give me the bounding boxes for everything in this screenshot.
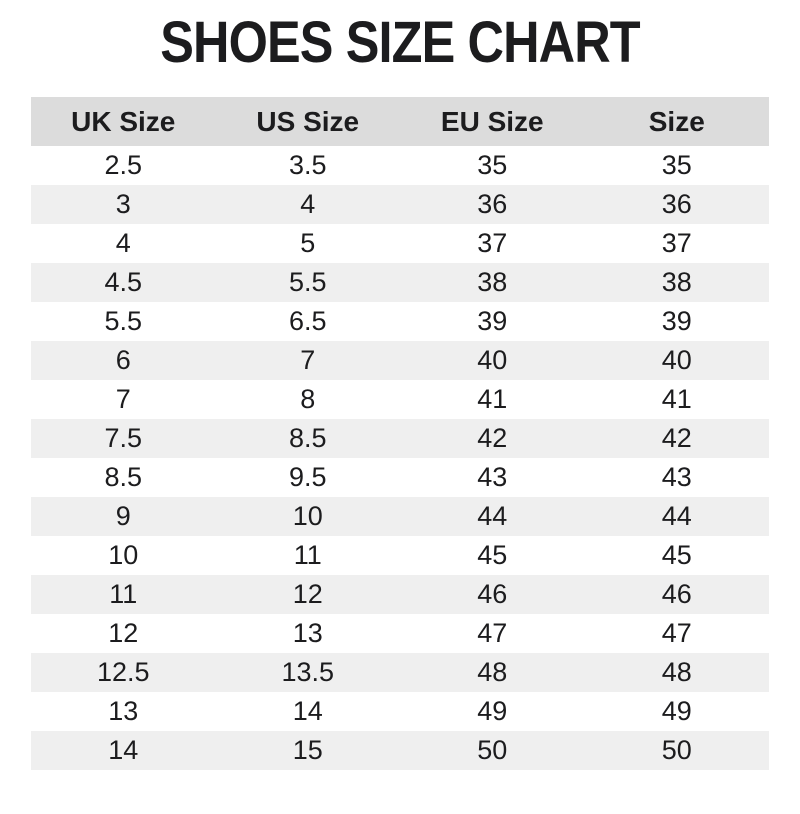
table-cell: 5.5 xyxy=(104,306,143,336)
table-cell: 47 xyxy=(661,618,692,648)
table-row: 11 12 46 46 xyxy=(31,575,769,614)
table-cell: 9.5 xyxy=(288,462,327,492)
table-cell: 41 xyxy=(661,384,692,414)
table-cell: 50 xyxy=(477,735,508,765)
table-cell: 9 xyxy=(115,501,131,531)
table-cell: 4 xyxy=(115,228,131,258)
table-cell: 43 xyxy=(661,462,692,492)
table-row: 3 4 36 36 xyxy=(31,185,769,224)
table-cell: 8 xyxy=(300,384,316,414)
table-cell: 46 xyxy=(477,579,508,609)
table-cell: 8.5 xyxy=(288,423,327,453)
table-cell: 40 xyxy=(661,345,692,375)
table-row: 13 14 49 49 xyxy=(31,692,769,731)
table-row: 10 11 45 45 xyxy=(31,536,769,575)
table-cell: 7 xyxy=(115,384,131,414)
table-cell: 37 xyxy=(477,228,508,258)
table-cell: 8.5 xyxy=(104,462,143,492)
table-cell: 14 xyxy=(108,735,139,765)
table-row: 6 7 40 40 xyxy=(31,341,769,380)
table-body: 2.5 3.5 35 35 3 4 36 36 4 5 37 37 4.5 5.5 38 38 5.5 6.5 39… xyxy=(31,146,769,770)
table-cell: 12.5 xyxy=(96,657,150,687)
table-cell: 49 xyxy=(661,696,692,726)
table-cell: 12 xyxy=(292,579,323,609)
header-row: UK Size US Size EU Size Size xyxy=(31,97,769,146)
table-cell: 44 xyxy=(661,501,692,531)
table-cell: 3 xyxy=(115,189,131,219)
table-cell: 12 xyxy=(108,618,139,648)
size-chart-table: UK Size US Size EU Size Size 2.5 3.5 35 35 3 4 36… xyxy=(31,97,769,770)
table-cell: 11 xyxy=(109,579,138,609)
table-row: 4 5 37 37 xyxy=(31,224,769,263)
table-row: 4.5 5.5 38 38 xyxy=(31,263,769,302)
table-row: 5.5 6.5 39 39 xyxy=(31,302,769,341)
table-cell: 7.5 xyxy=(104,423,143,453)
table-cell: 6.5 xyxy=(288,306,327,336)
table-cell: 3.5 xyxy=(288,150,327,180)
header-cell: Size xyxy=(648,105,705,137)
table-header: UK Size US Size EU Size Size xyxy=(31,97,769,146)
table-cell: 35 xyxy=(661,150,692,180)
table-cell: 49 xyxy=(477,696,508,726)
table-row: 8.5 9.5 43 43 xyxy=(31,458,769,497)
table-cell: 46 xyxy=(661,579,692,609)
table-row: 14 15 50 50 xyxy=(31,731,769,770)
table-cell: 37 xyxy=(661,228,692,258)
table-cell: 6 xyxy=(115,345,131,375)
table-cell: 13 xyxy=(292,618,323,648)
table-cell: 39 xyxy=(477,306,508,336)
table-cell: 14 xyxy=(292,696,323,726)
table-row: 12.5 13.5 48 48 xyxy=(31,653,769,692)
table-cell: 45 xyxy=(477,540,508,570)
table-cell: 50 xyxy=(661,735,692,765)
header-cell: US Size xyxy=(256,105,360,137)
table-cell: 13.5 xyxy=(281,657,335,687)
table-cell: 5.5 xyxy=(288,267,327,297)
table-cell: 48 xyxy=(477,657,508,687)
table-cell: 39 xyxy=(661,306,692,336)
table-cell: 36 xyxy=(661,189,692,219)
table-cell: 11 xyxy=(293,540,322,570)
table-cell: 10 xyxy=(292,501,323,531)
table-row: 7 8 41 41 xyxy=(31,380,769,419)
table-cell: 48 xyxy=(661,657,692,687)
table-cell: 42 xyxy=(661,423,692,453)
table-row: 7.5 8.5 42 42 xyxy=(31,419,769,458)
table-cell: 47 xyxy=(477,618,508,648)
table-cell: 36 xyxy=(477,189,508,219)
table-cell: 41 xyxy=(477,384,508,414)
table-cell: 15 xyxy=(292,735,323,765)
table-cell: 45 xyxy=(661,540,692,570)
header-cell: EU Size xyxy=(440,105,544,137)
table-cell: 42 xyxy=(477,423,508,453)
table-row: 12 13 47 47 xyxy=(31,614,769,653)
table-row: 9 10 44 44 xyxy=(31,497,769,536)
table-cell: 4 xyxy=(300,189,316,219)
table-cell: 44 xyxy=(477,501,508,531)
page-title: SHOES SIZE CHART xyxy=(160,10,640,75)
table-cell: 13 xyxy=(108,696,139,726)
table-cell: 35 xyxy=(477,150,508,180)
size-chart-page: SHOES SIZE CHART UK Size US Size EU Size Si… xyxy=(0,14,800,814)
table-cell: 2.5 xyxy=(104,150,143,180)
table-cell: 40 xyxy=(477,345,508,375)
table-cell: 7 xyxy=(300,345,316,375)
table-cell: 38 xyxy=(661,267,692,297)
table-row: 2.5 3.5 35 35 xyxy=(31,146,769,185)
table-cell: 10 xyxy=(108,540,139,570)
table-cell: 4.5 xyxy=(104,267,143,297)
header-cell: UK Size xyxy=(71,105,176,137)
table-cell: 43 xyxy=(477,462,508,492)
table-cell: 5 xyxy=(300,228,316,258)
table-cell: 38 xyxy=(477,267,508,297)
